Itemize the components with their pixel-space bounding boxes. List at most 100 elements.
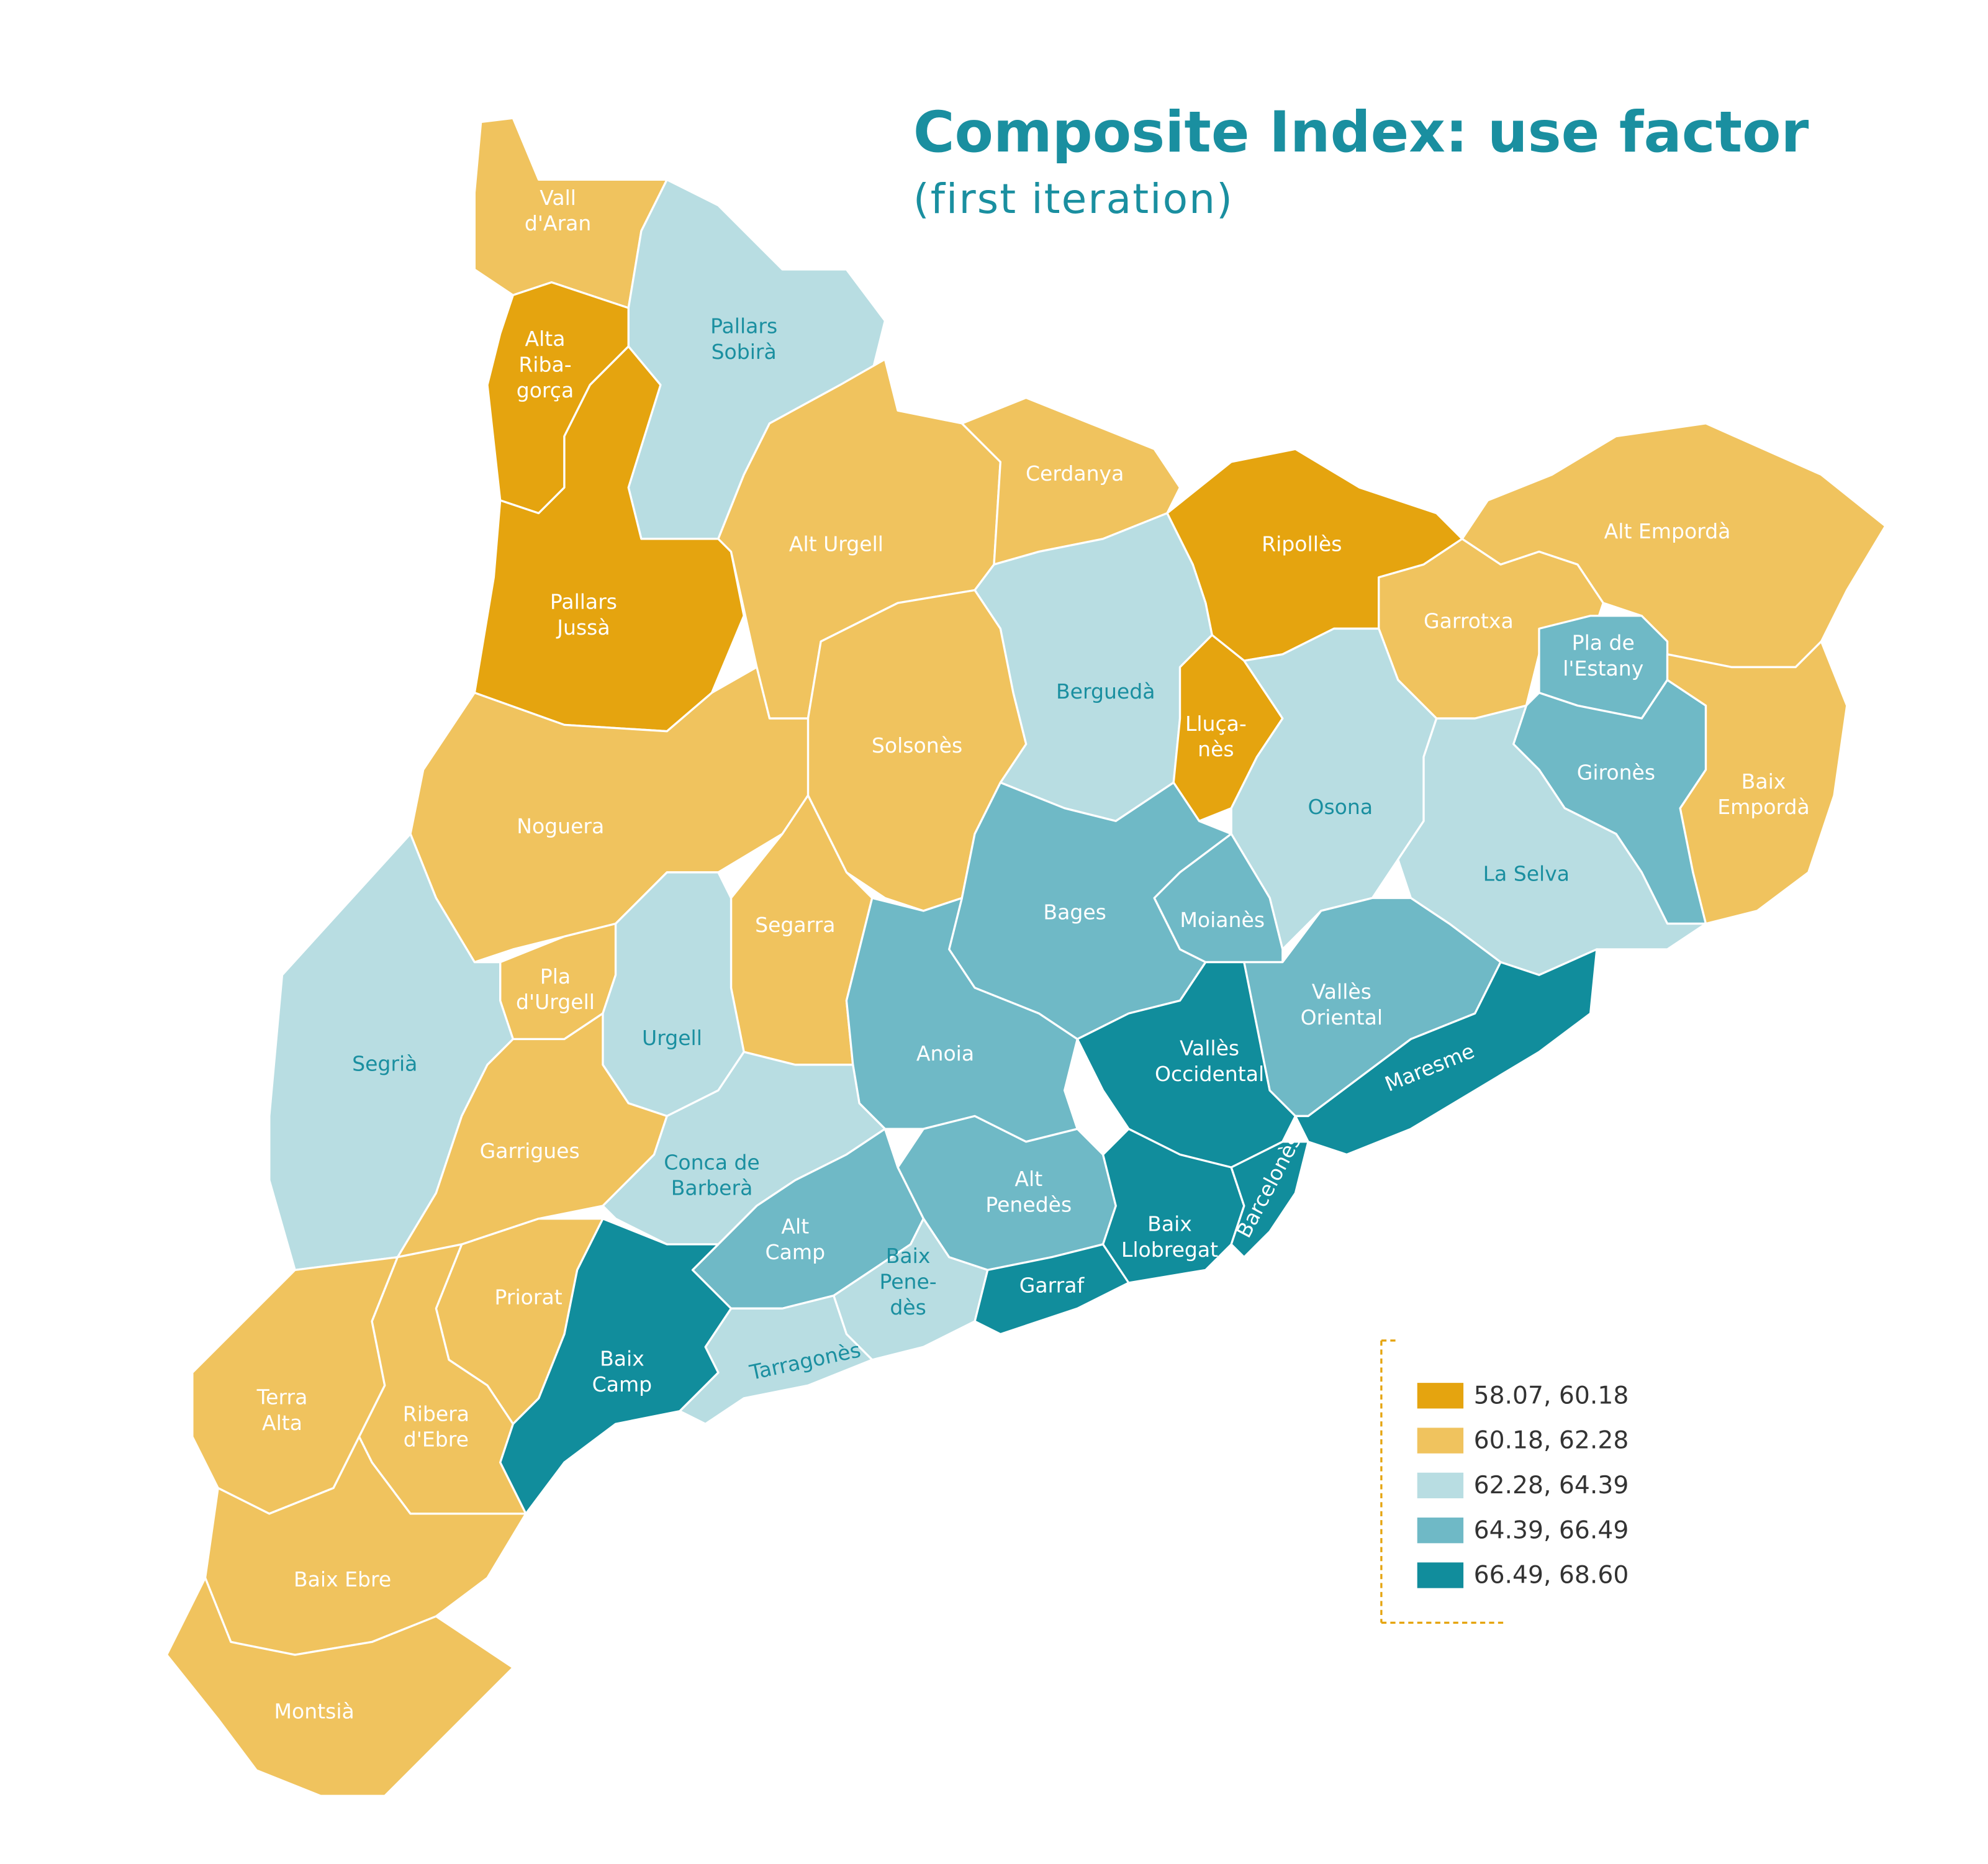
region-label-line: Alt bbox=[781, 1215, 809, 1239]
region bbox=[974, 1243, 1130, 1336]
region-label: Garraf bbox=[1019, 1274, 1085, 1298]
legend-label: 62.28, 64.39 bbox=[1474, 1472, 1629, 1500]
region-label: Anoia bbox=[916, 1041, 974, 1065]
subtitle: (first iteration) bbox=[913, 175, 1234, 223]
region-label-line: Pallars bbox=[550, 590, 617, 614]
region-label-line: Baix bbox=[886, 1244, 931, 1268]
region-label: Cerdanya bbox=[1026, 461, 1124, 486]
region-label-line: Lluça- bbox=[1185, 712, 1247, 736]
region bbox=[1294, 948, 1598, 1156]
region-label-line: Priorat bbox=[495, 1285, 563, 1309]
region-label-line: Empordà bbox=[1717, 795, 1810, 819]
legend-swatch bbox=[1417, 1562, 1464, 1588]
region-label: Alt Urgell bbox=[789, 532, 883, 556]
region-label-line: Noguera bbox=[517, 814, 604, 838]
region-label: Osona bbox=[1308, 795, 1373, 819]
region bbox=[1076, 961, 1297, 1169]
region-label-line: Garrigues bbox=[480, 1139, 580, 1163]
region-label-line: Vallès bbox=[1312, 980, 1371, 1004]
region-label-line: Solsonès bbox=[872, 733, 962, 758]
region-label-line: Osona bbox=[1308, 795, 1373, 819]
region-label: Montsià bbox=[274, 1699, 354, 1724]
region-label-line: Baix bbox=[1147, 1212, 1192, 1236]
region-label-line: Anoia bbox=[916, 1041, 974, 1065]
region-label: Solsonès bbox=[872, 733, 962, 758]
region-label-line: Camp bbox=[766, 1240, 826, 1264]
region-label: Segarra bbox=[755, 913, 835, 937]
region-label-line: Montsià bbox=[274, 1699, 354, 1724]
region-label-line: Camp bbox=[592, 1372, 653, 1396]
region-label-line: Alta bbox=[525, 327, 565, 351]
region-label-line: Sobirà bbox=[712, 340, 777, 364]
region-label-line: d'Aran bbox=[525, 211, 591, 235]
region-label-line: Ribera bbox=[403, 1401, 469, 1426]
region-label-line: Segrià bbox=[352, 1051, 417, 1075]
region-label-line: Terra bbox=[256, 1385, 308, 1409]
legend-label: 64.39, 66.49 bbox=[1474, 1516, 1629, 1544]
region bbox=[1397, 704, 1707, 976]
region-label-line: l'Estany bbox=[1563, 656, 1643, 681]
region-label-line: Conca de bbox=[664, 1150, 759, 1174]
region-label-line: Pla bbox=[540, 964, 571, 989]
region-label: La Selva bbox=[1483, 862, 1570, 886]
region-label-line: Vall bbox=[540, 186, 576, 210]
region-label-line: Garraf bbox=[1019, 1274, 1085, 1298]
region-label: Berguedà bbox=[1056, 679, 1155, 704]
region-label-line: Alta bbox=[262, 1411, 302, 1435]
region-label: Gironès bbox=[1577, 760, 1655, 784]
regions bbox=[165, 117, 1887, 1797]
legend: 58.07, 60.18 60.18, 62.28 62.28, 64.39 64.3… bbox=[1380, 1339, 1629, 1624]
legend-swatch bbox=[1417, 1427, 1464, 1454]
region-label: Ripollès bbox=[1262, 532, 1342, 556]
legend-swatch bbox=[1417, 1472, 1464, 1499]
region-label-line: Pallars bbox=[710, 314, 777, 338]
region-label-line: La Selva bbox=[1483, 862, 1570, 886]
region-label-line: Vallès bbox=[1180, 1036, 1239, 1061]
region-label: Pla del'Estany bbox=[1563, 631, 1643, 681]
region-label-line: Llobregat bbox=[1121, 1237, 1218, 1262]
region-label-line: Segarra bbox=[755, 913, 835, 937]
region-label-line: Riba- bbox=[518, 352, 571, 376]
region-label: Priorat bbox=[495, 1285, 563, 1309]
title: Composite Index: use factor bbox=[913, 100, 1809, 165]
region-label-line: Jussà bbox=[556, 615, 610, 640]
region bbox=[165, 1577, 514, 1797]
region-label-line: Bages bbox=[1043, 900, 1106, 925]
legend-label: 60.18, 62.28 bbox=[1474, 1427, 1629, 1455]
region-label: Garrotxa bbox=[1424, 609, 1514, 633]
region-label-line: dès bbox=[890, 1295, 926, 1319]
region-label-line: gorça bbox=[517, 378, 574, 402]
region-label: Moianès bbox=[1180, 908, 1265, 932]
region-label: Bages bbox=[1043, 900, 1106, 925]
region-label-line: Baix Ebre bbox=[294, 1567, 391, 1591]
region-label-line: Cerdanya bbox=[1026, 461, 1124, 486]
region-label-line: Moianès bbox=[1180, 908, 1265, 932]
region-label-line: d'Ebre bbox=[404, 1427, 469, 1452]
region-label-line: Pene- bbox=[879, 1269, 936, 1293]
region-label-line: Baix bbox=[1742, 769, 1786, 794]
region-label-line: Gironès bbox=[1577, 760, 1655, 784]
region-label-line: Ripollès bbox=[1262, 532, 1342, 556]
region-label-line: Urgell bbox=[642, 1026, 702, 1050]
region bbox=[1666, 640, 1848, 925]
region-label-line: Garrotxa bbox=[1424, 609, 1514, 633]
region bbox=[1230, 1141, 1309, 1259]
legend-frame bbox=[1380, 1339, 1507, 1624]
region-label-line: Penedès bbox=[985, 1193, 1072, 1217]
